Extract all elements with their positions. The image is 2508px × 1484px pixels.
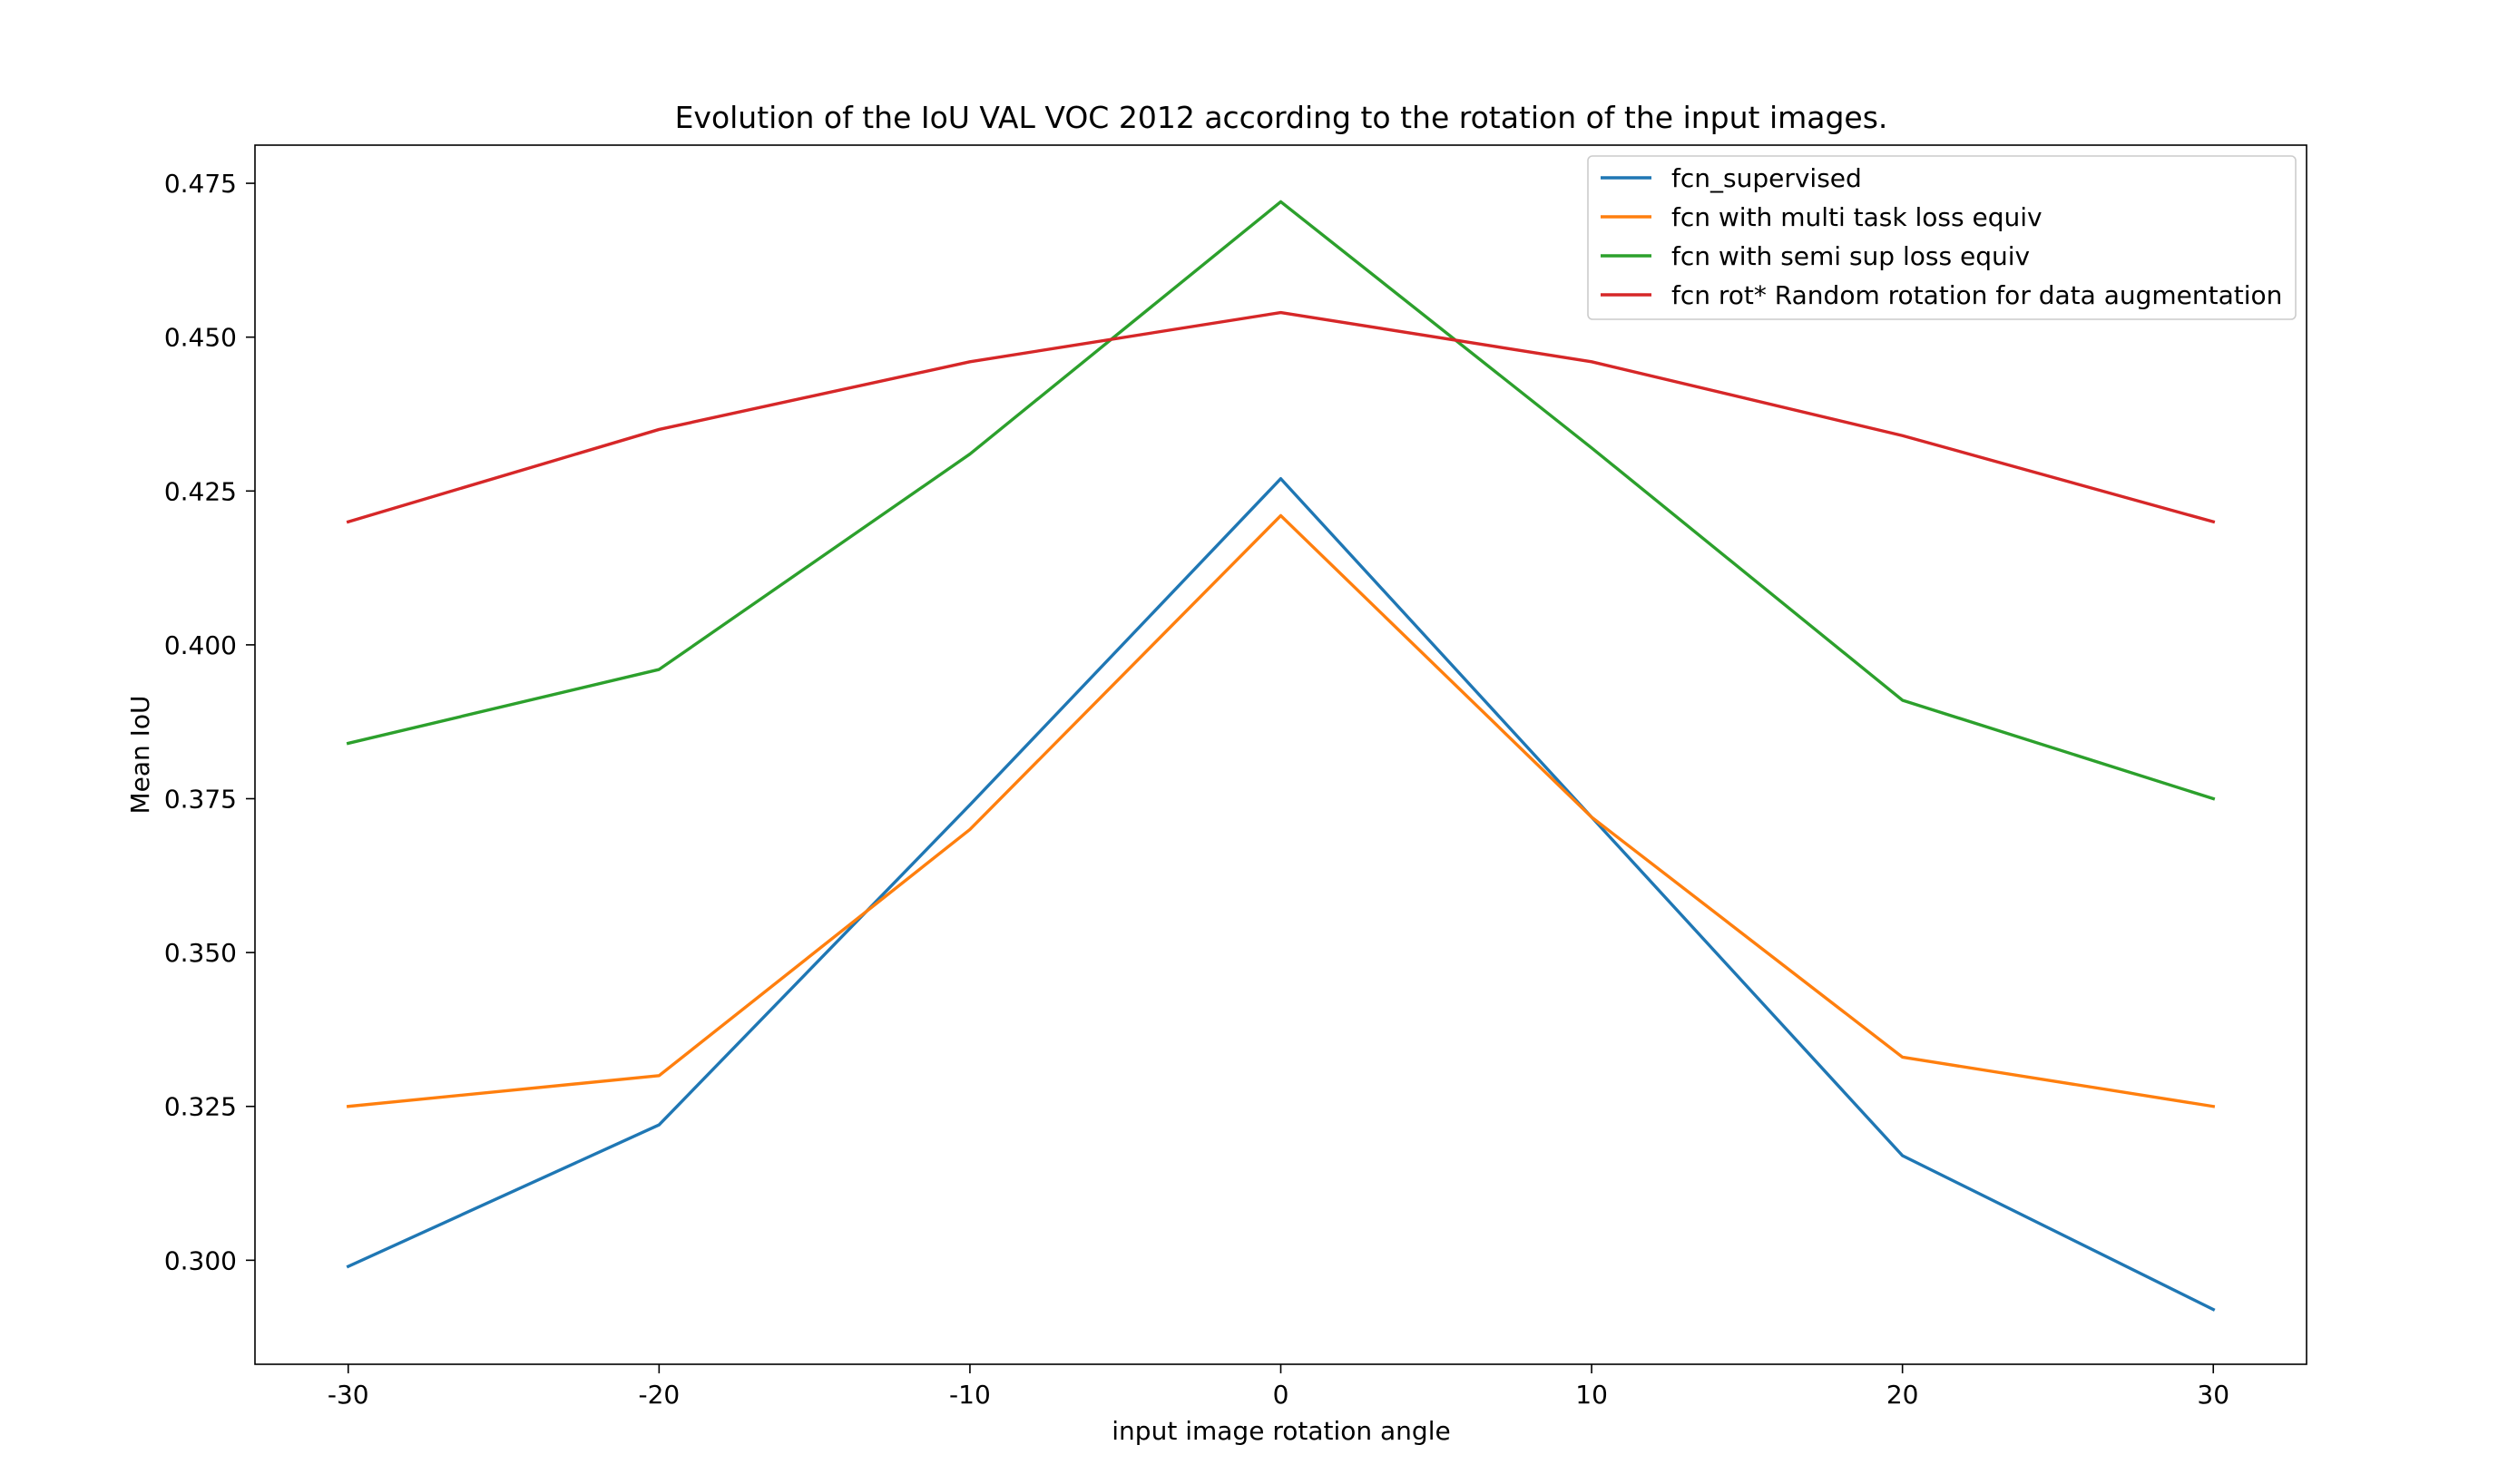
plot-area [254,144,2307,1365]
series-line-4 [346,310,2216,524]
x-tick-label: -30 [328,1380,369,1410]
x-tick-label: -20 [638,1380,680,1410]
y-tick-label: 0.400 [164,630,237,660]
x-axis-label: input image rotation angle [1112,1416,1450,1446]
y-axis-label: Mean IoU [125,695,155,814]
legend-label-4: fcn rot* Random rotation for data augmen… [1671,280,2282,310]
x-tick-label: 10 [1575,1380,1608,1410]
series-line-3 [346,200,2216,801]
plot-background [255,145,2307,1364]
y-tick-label: 0.350 [164,938,237,968]
y-tick-label: 0.300 [164,1245,237,1275]
x-tick-label: 20 [1886,1380,1919,1410]
legend-label-3: fcn with semi sup loss equiv [1671,241,2030,271]
legend-label-1: fcn_supervised [1671,163,1862,193]
y-tick-label: 0.425 [164,476,237,506]
x-tick-label: 30 [2197,1380,2229,1410]
y-tick-label: 0.325 [164,1092,237,1122]
series-line-2 [346,513,2216,1108]
x-tick-label: 0 [1273,1380,1289,1410]
legend-label-2: fcn with multi task loss equiv [1671,202,2043,232]
x-axis: -30 -20 -10 0 10 20 30 [328,1364,2229,1410]
y-tick-label: 0.450 [164,323,237,353]
y-tick-label: 0.475 [164,169,237,199]
legend-box [1587,155,2297,320]
x-tick-label: -10 [949,1380,991,1410]
y-tick-label: 0.375 [164,785,237,815]
y-axis: 0.300 0.325 0.350 0.375 0.400 0.425 0.450 0.475 [164,169,255,1275]
chart-title: Evolution of the IoU VAL VOC 2012 accord… [675,100,1888,135]
series-layer [346,200,2216,1312]
series-line-1 [346,477,2216,1312]
